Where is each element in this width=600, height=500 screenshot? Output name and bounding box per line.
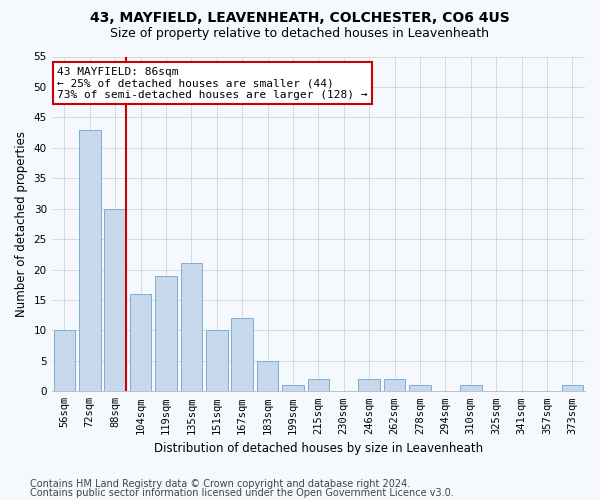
Bar <box>358 379 380 392</box>
Text: 43, MAYFIELD, LEAVENHEATH, COLCHESTER, CO6 4US: 43, MAYFIELD, LEAVENHEATH, COLCHESTER, C… <box>90 11 510 25</box>
Text: Contains public sector information licensed under the Open Government Licence v3: Contains public sector information licen… <box>30 488 454 498</box>
Y-axis label: Number of detached properties: Number of detached properties <box>15 131 28 317</box>
Bar <box>79 130 101 392</box>
Bar <box>257 361 278 392</box>
Bar <box>232 318 253 392</box>
Text: 43 MAYFIELD: 86sqm
← 25% of detached houses are smaller (44)
73% of semi-detache: 43 MAYFIELD: 86sqm ← 25% of detached hou… <box>57 66 367 100</box>
Bar <box>53 330 75 392</box>
Bar <box>562 385 583 392</box>
X-axis label: Distribution of detached houses by size in Leavenheath: Distribution of detached houses by size … <box>154 442 483 455</box>
Bar <box>409 385 431 392</box>
Bar <box>460 385 482 392</box>
Bar <box>384 379 406 392</box>
Bar <box>130 294 151 392</box>
Text: Size of property relative to detached houses in Leavenheath: Size of property relative to detached ho… <box>110 28 490 40</box>
Bar <box>181 264 202 392</box>
Bar <box>308 379 329 392</box>
Bar <box>206 330 227 392</box>
Text: Contains HM Land Registry data © Crown copyright and database right 2024.: Contains HM Land Registry data © Crown c… <box>30 479 410 489</box>
Bar <box>155 276 177 392</box>
Bar <box>282 385 304 392</box>
Bar <box>104 208 126 392</box>
